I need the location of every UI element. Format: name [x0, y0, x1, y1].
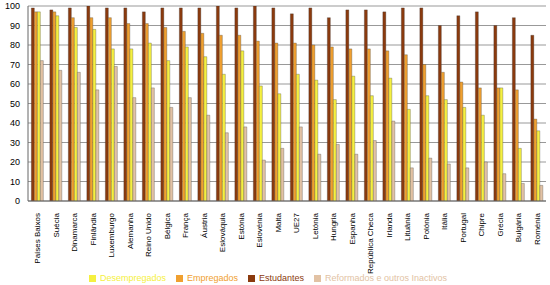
svg-text:Letónia: Letónia [311, 212, 320, 239]
svg-text:Áustria: Áustria [200, 212, 209, 237]
svg-text:Espanha: Espanha [348, 212, 357, 244]
svg-text:Dinamarca: Dinamarca [70, 212, 79, 251]
svg-text:Chipre: Chipre [477, 212, 486, 236]
svg-text:República Checa: República Checa [366, 212, 375, 273]
svg-text:Luxemburgo: Luxemburgo [107, 212, 116, 257]
svg-text:Grécia: Grécia [496, 212, 505, 236]
svg-text:Hungria: Hungria [329, 212, 338, 241]
svg-text:Roménia: Roménia [533, 212, 542, 245]
svg-text:60: 60 [10, 79, 20, 89]
html-text:Empregados: Empregados [187, 273, 238, 283]
svg-text:Finlândia: Finlândia [89, 212, 98, 245]
svg-text:Suécia: Suécia [52, 212, 61, 237]
svg-text:Países Baixos: Países Baixos [33, 213, 42, 264]
svg-text:Estónia: Estónia [237, 212, 246, 239]
svg-text:10: 10 [10, 177, 20, 187]
svg-text:30: 30 [10, 138, 20, 148]
svg-text:Eslovénia: Eslovénia [255, 212, 264, 247]
svg-text:50: 50 [10, 99, 20, 109]
svg-text:Bulgária: Bulgária [514, 212, 523, 242]
svg-text:Itália: Itália [440, 212, 449, 229]
svg-text:80: 80 [10, 40, 20, 50]
svg-text:Malta: Malta [274, 212, 283, 232]
svg-text:Lituânia: Lituânia [403, 212, 412, 241]
svg-text:França: França [181, 212, 190, 237]
svg-text:UE27: UE27 [292, 212, 301, 233]
svg-text:Irlanda: Irlanda [385, 212, 394, 237]
svg-text:100: 100 [8, 1, 20, 11]
svg-text:90: 90 [10, 21, 20, 31]
svg-text:Alemanha: Alemanha [126, 212, 135, 249]
svg-text:20: 20 [10, 157, 20, 167]
svg-text:Reino Unido: Reino Unido [144, 212, 153, 257]
html-text:Desempregados: Desempregados [99, 273, 166, 283]
svg-text:Polónia: Polónia [422, 212, 431, 239]
svg-text:Eslováquia: Eslováquia [218, 212, 227, 252]
svg-text:40: 40 [10, 118, 20, 128]
html-text:Estudantes: Estudantes [259, 273, 304, 283]
svg-text:0: 0 [15, 196, 20, 206]
html-text:Reformados e outros Inactivos: Reformados e outros Inactivos [325, 273, 448, 283]
svg-text:Portugal: Portugal [459, 213, 468, 243]
svg-text:70: 70 [10, 60, 20, 70]
svg-text:Bélgica: Bélgica [163, 212, 172, 239]
